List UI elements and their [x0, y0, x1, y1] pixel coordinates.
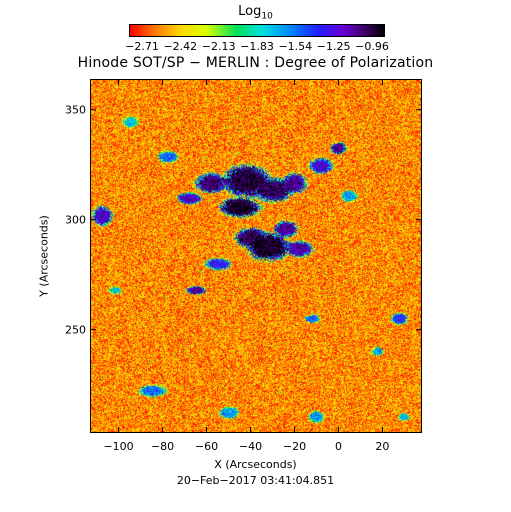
- x-tick-label: −60: [194, 440, 219, 453]
- x-tick-label: −80: [150, 440, 175, 453]
- colorbar-title: Log10: [0, 4, 511, 22]
- y-tick-label: 300: [65, 213, 86, 227]
- x-tick-label: −100: [103, 440, 134, 453]
- y-axis-label: Y (Arcseconds): [37, 215, 51, 297]
- heatmap-plot-area: [90, 79, 422, 433]
- x-tick-label: 20: [375, 440, 390, 453]
- colorbar-title-subscript: 10: [261, 11, 273, 22]
- colorbar-tick-label: −0.96: [355, 40, 389, 53]
- colorbar-tick-label: −1.25: [316, 40, 351, 53]
- timestamp-footer: 20−Feb−2017 03:41:04.851: [176, 474, 335, 487]
- colorbar: [129, 24, 385, 37]
- colorbar-tick-label: −2.42: [163, 40, 198, 53]
- heatmap-canvas: [91, 80, 421, 432]
- colorbar-tick-label: −1.83: [240, 40, 274, 53]
- x-axis-label: X (Arcseconds): [214, 458, 297, 471]
- x-tick-label: 0: [334, 440, 342, 453]
- x-tick-label: −40: [238, 440, 263, 453]
- x-tick-label: −20: [282, 440, 307, 453]
- colorbar-tick-label: −2.13: [201, 40, 236, 53]
- colorbar-tick-label: −2.71: [125, 40, 159, 53]
- colorbar-title-text: Log: [238, 4, 262, 19]
- y-tick-label: 250: [65, 323, 86, 337]
- chart-title: Hinode SOT/SP − MERLIN : Degree of Polar…: [77, 55, 434, 71]
- colorbar-tick-label: −1.54: [278, 40, 313, 53]
- y-tick-label: 350: [65, 103, 86, 117]
